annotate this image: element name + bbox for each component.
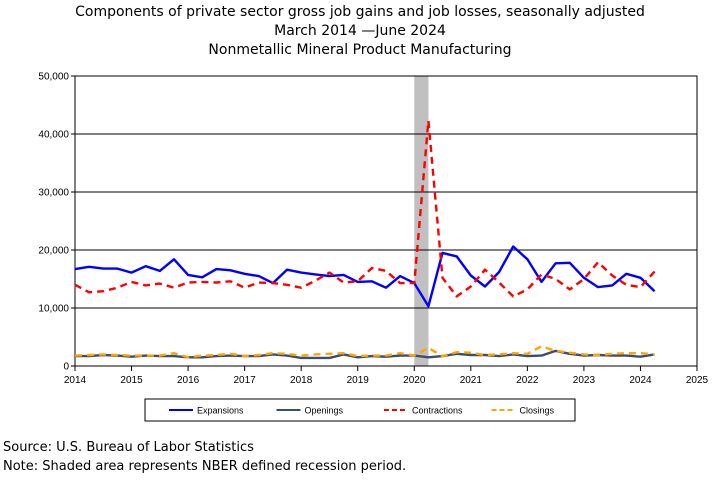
series-line-contractions	[74, 119, 656, 298]
recession-note: Note: Shaded area represents NBER define…	[3, 459, 407, 474]
y-tick-label: 30,000	[38, 188, 69, 199]
y-tick-label: 40,000	[38, 130, 69, 141]
x-tick-label: 2022	[516, 375, 539, 386]
y-tick-label: 0	[63, 362, 69, 373]
x-tick-label: 2017	[234, 375, 257, 386]
x-tick-label: 2015	[120, 375, 143, 386]
chart-title-line-1: Components of private sector gross job g…	[75, 4, 645, 20]
y-tick-label: 50,000	[38, 72, 69, 83]
x-tick-label: 2021	[460, 375, 483, 386]
y-tick-label: 20,000	[38, 246, 69, 257]
y-tick-label: 10,000	[38, 304, 69, 315]
x-tick-label: 2014	[64, 375, 87, 386]
legend-label-expansions: Expansions	[197, 406, 244, 416]
chart-title-line-2: March 2014 —June 2024	[274, 23, 446, 39]
x-tick-label: 2025	[686, 375, 709, 386]
source-note: Source: U.S. Bureau of Labor Statistics	[3, 440, 254, 455]
legend-label-closings: Closings	[520, 406, 555, 416]
x-tick-label: 2016	[177, 375, 200, 386]
series-line-expansions	[74, 245, 656, 308]
plot-frame	[74, 75, 698, 367]
recession-shading	[414, 76, 429, 366]
x-tick-label: 2023	[573, 375, 596, 386]
x-tick-label: 2020	[403, 375, 426, 386]
legend-box	[144, 398, 576, 422]
x-tick-label: 2024	[629, 375, 652, 386]
series-line-closings	[74, 345, 655, 359]
chart-titles: Components of private sector gross job g…	[0, 3, 720, 60]
x-tick-label: 2018	[290, 375, 313, 386]
legend-label-openings: Openings	[305, 406, 344, 416]
x-tick-label: 2019	[347, 375, 370, 386]
legend-label-contractions: Contractions	[412, 406, 463, 416]
chart-title-line-3: Nonmetallic Mineral Product Manufacturin…	[208, 42, 512, 58]
